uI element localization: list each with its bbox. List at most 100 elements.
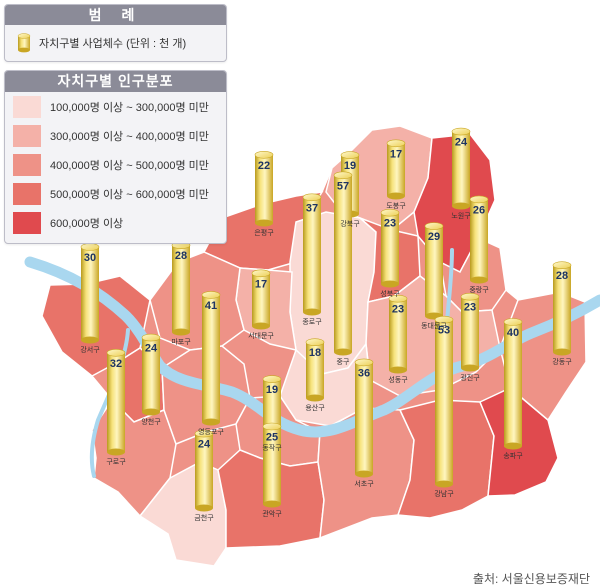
business-count-label: 17 xyxy=(255,278,267,290)
district-cylinder xyxy=(503,318,523,450)
district-name-label: 종로구 xyxy=(302,318,322,326)
business-count-label: 25 xyxy=(266,432,278,444)
business-count-label: 32 xyxy=(110,358,122,370)
district-name-label: 서대문구 xyxy=(248,331,274,340)
district-name-label: 광진구 xyxy=(460,373,480,382)
cylinder-top xyxy=(305,338,325,347)
business-count-label: 30 xyxy=(84,252,96,264)
district-name-label: 서초구 xyxy=(354,479,374,488)
business-count-label: 28 xyxy=(556,270,568,282)
business-count-label: 41 xyxy=(205,300,217,312)
cylinder-top xyxy=(106,348,126,357)
cylinder-base xyxy=(263,500,281,508)
district-name-label: 송파구 xyxy=(503,451,523,460)
cylinder-base xyxy=(303,308,321,316)
source-credit: 출처: 서울신용보증재단 xyxy=(472,572,590,586)
cylinder-body xyxy=(461,296,479,368)
range-swatch xyxy=(13,125,41,147)
range-label: 600,000명 이상 xyxy=(50,218,124,230)
cylinder-top xyxy=(141,333,161,342)
cylinder-body xyxy=(425,226,443,316)
district-cylinder xyxy=(305,338,325,402)
district-cylinder xyxy=(254,151,274,227)
cylinder-top xyxy=(386,139,406,148)
cylinder-icon xyxy=(17,33,31,53)
district-name-label: 강서구 xyxy=(80,345,100,354)
cylinder-body xyxy=(263,426,281,504)
cylinder-top xyxy=(262,375,282,383)
cylinder-body xyxy=(355,362,373,474)
business-count-label: 36 xyxy=(358,367,370,379)
district-name-label: 마포구 xyxy=(171,337,191,346)
cylinder-top xyxy=(201,291,221,299)
cylinder-top xyxy=(424,222,444,230)
cylinder-top xyxy=(503,318,523,326)
business-count-label: 29 xyxy=(428,231,440,243)
cylinder-base xyxy=(553,348,571,356)
cylinder-body xyxy=(381,212,399,284)
cylinder-base xyxy=(255,219,273,227)
cylinder-top xyxy=(333,171,353,180)
district-name-label: 강남구 xyxy=(434,489,454,498)
business-count-label: 40 xyxy=(507,327,519,339)
business-count-label: 19 xyxy=(266,384,278,396)
cylinder-base xyxy=(334,348,352,356)
district-cylinder xyxy=(552,261,572,356)
cylinder-body xyxy=(107,352,125,452)
cylinder-top xyxy=(254,151,274,159)
district-cylinder xyxy=(201,291,221,426)
business-count-label: 19 xyxy=(344,160,356,172)
cylinder-body xyxy=(389,298,407,370)
district-labels: 19 강북구 17 도봉구 24 노원구 22 은평구 37 종로구 57 중구 23 성북구 26 중랑구 2… xyxy=(80,137,572,522)
cylinder-top xyxy=(251,269,271,278)
cylinder-body xyxy=(470,199,488,280)
district-name-label: 동대문구 xyxy=(421,322,447,330)
cylinder-top xyxy=(552,261,572,270)
range-label: 100,000명 이상 ~ 300,000명 미만 xyxy=(50,102,209,114)
population-legend-title: 자치구별 인구분포 xyxy=(5,71,226,92)
cylinder-base xyxy=(306,394,324,402)
business-count-label: 22 xyxy=(258,160,270,172)
cylinder-base xyxy=(172,328,190,336)
range-swatch xyxy=(13,212,41,234)
cylinder-body xyxy=(142,337,160,412)
cylinder-body xyxy=(387,143,405,196)
business-count-label: 23 xyxy=(464,302,476,314)
district-cylinder xyxy=(434,315,454,488)
district-name-label: 관악구 xyxy=(262,509,282,518)
cylinder-top xyxy=(388,294,408,303)
district-cylinder xyxy=(141,333,161,416)
district-name-label: 중랑구 xyxy=(469,286,489,294)
district-cylinder xyxy=(302,193,322,316)
district-name-label: 영등포구 xyxy=(198,427,224,436)
district-cylinder xyxy=(354,358,374,478)
district-cylinder xyxy=(388,294,408,374)
district-name-label: 노원구 xyxy=(451,211,471,220)
district-cylinder xyxy=(194,429,214,512)
district-cylinder xyxy=(380,208,400,288)
cylinder-base xyxy=(81,336,99,344)
cylinder-body xyxy=(252,273,270,326)
district-name-label: 강동구 xyxy=(552,357,572,366)
cylinder-body xyxy=(195,433,213,508)
business-count-label: 26 xyxy=(473,204,485,216)
district-cylinder xyxy=(106,348,126,456)
cylinder-base xyxy=(504,442,522,450)
cylinder-top xyxy=(451,127,471,136)
cylinder-body xyxy=(504,322,522,446)
cylinder-body xyxy=(303,197,321,312)
business-count-label: 17 xyxy=(390,148,402,160)
cylinder-base xyxy=(435,480,453,488)
cylinder-base xyxy=(452,202,470,210)
cylinder-top xyxy=(354,358,374,367)
legend-panel: 범 례 자치구별 사업체수 (단위 : 천 개) xyxy=(4,4,227,62)
cylinder-base xyxy=(387,192,405,200)
district-cylinder xyxy=(251,269,271,330)
district-cylinder xyxy=(451,127,471,210)
district-name-label: 성동구 xyxy=(388,375,408,384)
cylinder-body xyxy=(81,247,99,340)
population-range-item: 600,000명 이상 xyxy=(13,212,123,234)
cylinder-top xyxy=(469,195,489,204)
business-count-label: 57 xyxy=(337,180,349,192)
